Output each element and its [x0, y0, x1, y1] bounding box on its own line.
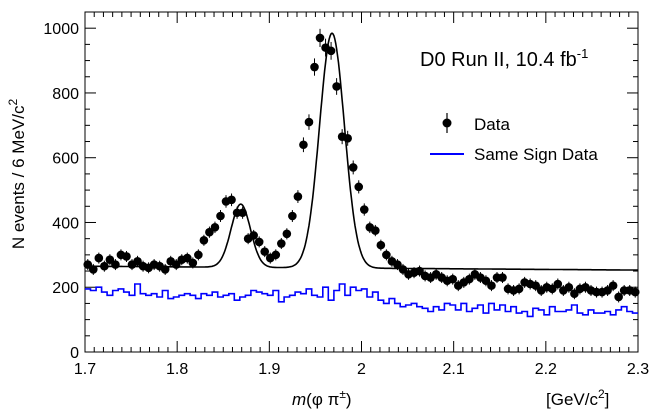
data-point	[630, 287, 640, 297]
data-point	[570, 289, 579, 299]
data-point	[531, 281, 540, 290]
data-point	[481, 276, 491, 286]
data-point	[188, 258, 198, 268]
data-point	[105, 255, 115, 265]
data-points	[83, 28, 640, 303]
data-point	[608, 281, 618, 290]
data-point	[343, 133, 352, 143]
data-point	[111, 260, 120, 269]
x-tick-label: 2.2	[535, 361, 557, 378]
data-point	[348, 163, 358, 172]
data-point	[94, 253, 104, 263]
data-point	[398, 265, 408, 274]
data-point	[299, 140, 308, 150]
data-point	[171, 260, 181, 269]
data-point	[288, 211, 297, 221]
data-point	[293, 192, 303, 201]
data-point	[88, 265, 98, 274]
data-point	[210, 223, 220, 232]
data-point	[354, 182, 364, 192]
x-tick-label: 2.3	[627, 361, 649, 378]
x-tick-label: 1.8	[166, 361, 188, 378]
data-point	[304, 117, 314, 127]
data-point	[205, 227, 214, 237]
y-tick-label: 400	[52, 215, 79, 232]
data-point	[603, 286, 612, 295]
data-point	[282, 229, 292, 239]
x-axis: 1.7 1.8 1.9 2 2.1 2.2 2.3	[74, 12, 649, 378]
x-tick-label: 2	[357, 361, 366, 378]
chart-annotation: D0 Run II, 10.4 fb-1	[420, 46, 588, 71]
x-tick-label: 1.9	[258, 361, 280, 378]
x-tick-label: 2.1	[443, 361, 465, 378]
data-point	[564, 282, 574, 292]
data-point	[465, 274, 474, 284]
data-point	[254, 237, 264, 247]
data-point	[183, 253, 192, 263]
data-point	[194, 250, 203, 260]
data-point	[371, 226, 380, 235]
legend-data-marker	[442, 118, 452, 128]
data-point	[382, 250, 391, 260]
data-point	[260, 247, 270, 256]
legend-data-label: Data	[474, 115, 510, 134]
data-point	[271, 250, 281, 260]
data-point	[376, 240, 386, 250]
data-point	[415, 266, 424, 276]
data-point	[332, 82, 341, 91]
y-axis-label: N events / 6 MeV/c2	[6, 99, 28, 250]
data-point	[547, 284, 557, 294]
data-point	[498, 273, 507, 282]
same-sign-histogram	[85, 283, 638, 318]
data-point	[514, 284, 524, 294]
data-point	[122, 252, 131, 261]
data-point	[227, 195, 236, 205]
x-axis-unit: [GeV/c2]	[546, 387, 609, 409]
x-tick-label: 1.7	[74, 361, 96, 378]
legend-same-sign-label: Same Sign Data	[474, 145, 598, 164]
data-point	[160, 265, 170, 274]
data-point	[315, 33, 325, 43]
data-point	[277, 239, 286, 248]
data-point	[614, 292, 623, 302]
x-axis-label: m(φ π±)	[292, 387, 352, 409]
legend: Data Same Sign Data	[430, 113, 598, 164]
y-tick-label: 0	[70, 345, 79, 362]
data-point	[393, 260, 402, 269]
data-point	[326, 46, 336, 56]
data-point	[448, 274, 458, 284]
data-point	[249, 231, 258, 240]
y-tick-label: 600	[52, 151, 79, 168]
data-point	[359, 205, 369, 214]
data-point	[487, 281, 496, 290]
data-point	[216, 211, 225, 221]
data-point	[199, 235, 209, 245]
y-tick-label: 800	[52, 86, 79, 103]
data-point	[100, 261, 109, 271]
data-point	[553, 279, 563, 289]
y-tick-label: 1000	[43, 21, 79, 38]
same-sign-step-line	[85, 283, 638, 318]
y-tick-label: 200	[52, 280, 79, 297]
data-point	[238, 208, 247, 218]
data-point	[83, 260, 93, 269]
data-point	[310, 62, 319, 72]
data-point	[133, 257, 142, 266]
